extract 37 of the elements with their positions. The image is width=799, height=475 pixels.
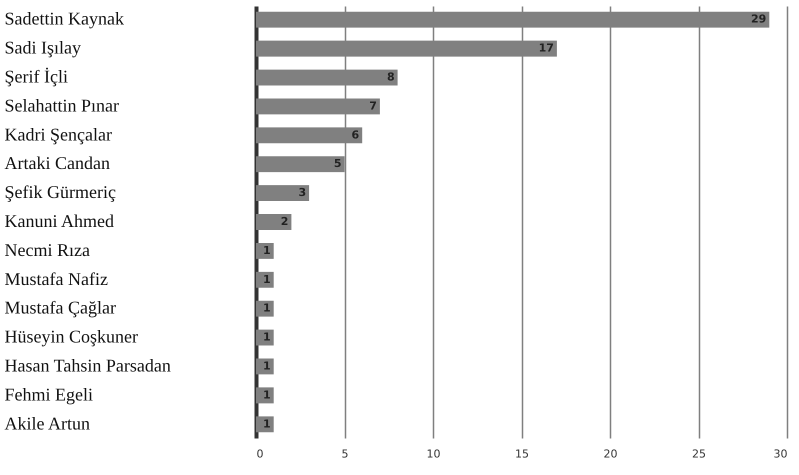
data-label: 8 [386,70,395,84]
data-label: 29 [750,12,766,26]
data-label: 7 [369,99,377,112]
data-label: 1 [263,388,271,402]
y-tick-label: Mustafa Nafiz [4,268,108,289]
x-tick-label: 0 [256,448,264,460]
data-label: 1 [263,330,271,344]
y-tick-label: Şerif İçli [4,66,68,87]
x-tick-label: 10 [426,448,440,460]
y-tick-label: Akile Artun [4,413,90,434]
y-tick-label: Selahattin Pınar [4,95,119,116]
y-tick-label: Artaki Candan [4,153,110,174]
data-label: 1 [263,302,271,315]
y-tick-label: Hasan Tahsin Parsadan [4,355,171,376]
y-tick-label: Mustafa Çağlar [4,298,116,318]
data-label: 3 [298,186,306,200]
data-label: 1 [263,244,271,257]
y-tick-label: Fehmi Egeli [4,384,93,404]
data-label: 2 [280,215,288,228]
y-tick-label: Şefik Gürmeriç [4,182,116,202]
data-label: 6 [352,128,360,142]
data-label: 1 [263,359,271,372]
y-tick-label: Kadri Şençalar [4,124,112,144]
data-label: 17 [538,42,554,55]
y-tick-label: Kanuni Ahmed [4,211,114,231]
x-tick-label: 20 [604,448,618,460]
data-label: 1 [263,272,271,286]
data-label: 1 [263,417,271,430]
y-tick-label: Sadettin Kaynak [4,8,124,29]
y-tick-label: Sadi Işılay [4,38,81,58]
x-tick-label: 30 [774,448,788,460]
y-tick-label: Hüseyin Coşkuner [4,326,138,347]
x-tick-label: 25 [692,448,706,460]
y-tick-label: Necmi Rıza [4,240,90,260]
x-tick-label: 15 [515,448,529,460]
x-tick-label: 5 [342,448,348,460]
data-label: 5 [334,157,342,170]
